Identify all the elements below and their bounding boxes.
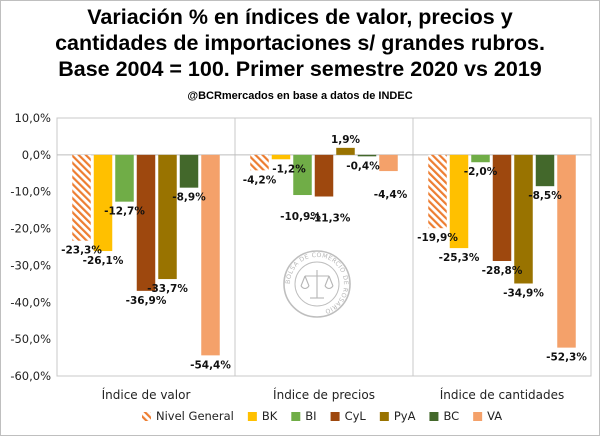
data-label: -10,9%	[280, 211, 321, 223]
data-label: -12,7%	[104, 206, 145, 218]
data-label: -36,9%	[126, 295, 167, 307]
plot-area-border	[56, 117, 592, 377]
legend-swatch	[291, 412, 301, 421]
data-label: -26,1%	[83, 255, 124, 267]
data-label: -52,3%	[546, 352, 587, 364]
chart-title-line-1: Variación % en índices de valor, precios…	[87, 5, 513, 29]
y-tick-label: 10,0%	[14, 111, 51, 125]
chart-subtitle: @BCRmercados en base a datos de INDEC	[187, 90, 413, 102]
chart-title-line-3: Base 2004 = 100. Primer semestre 2020 vs…	[58, 57, 542, 81]
data-label: -19,9%	[417, 232, 458, 244]
y-tick-label: -10,0%	[10, 185, 51, 199]
bar-pya	[514, 154, 533, 284]
legend-label: BC	[443, 409, 459, 423]
data-label: -1,2%	[272, 163, 306, 175]
legend-swatch	[429, 412, 439, 421]
data-label: -2,0%	[464, 166, 498, 178]
data-label: -23,3%	[61, 245, 102, 257]
data-label: 1,9%	[331, 134, 361, 146]
bar-va	[201, 154, 220, 356]
data-label: -0,4%	[346, 160, 380, 172]
bar-bk	[93, 154, 113, 252]
bcr-seal-watermark: BOLSA DE COMERCIO DE ROSARIO	[283, 250, 351, 318]
data-label: -25,3%	[439, 252, 480, 264]
bar-bc	[179, 154, 199, 188]
category-label: Índice de precios	[273, 387, 375, 402]
y-tick-label: -60,0%	[10, 369, 51, 383]
chart-title-line-2: cantidades de importaciones s/ grandes r…	[55, 31, 545, 55]
bar-bk	[271, 154, 291, 160]
legend-swatch	[379, 412, 389, 421]
y-tick-label: -50,0%	[10, 332, 51, 346]
legend-label: Nivel General	[156, 409, 234, 423]
y-tick-label: 0,0%	[22, 148, 51, 162]
bar-bi	[115, 154, 134, 202]
legend-swatch	[330, 412, 340, 421]
chart-title: Variación % en índices de valor, precios…	[0, 4, 600, 82]
bar-va	[557, 154, 576, 348]
data-label: -11,3%	[310, 213, 351, 225]
bar-nivel-general	[428, 154, 447, 229]
bar-bk	[449, 154, 469, 249]
legend-label: BI	[305, 409, 316, 423]
bar-bc	[535, 154, 555, 187]
bar-nivel-general	[250, 154, 269, 171]
y-tick-label: -20,0%	[10, 222, 51, 236]
category-label: Índice de valor	[102, 387, 191, 402]
legend-label: BK	[262, 409, 278, 423]
bar-bi	[471, 154, 490, 163]
y-tick-label: -40,0%	[10, 295, 51, 309]
data-label: -4,2%	[243, 174, 277, 186]
bar-pya	[158, 154, 177, 280]
category-label: Índice de cantidades	[440, 387, 565, 402]
legend-swatch	[247, 412, 257, 421]
legend-swatch	[142, 412, 151, 421]
bar-nivel-general	[72, 154, 91, 241]
data-label: -8,9%	[172, 192, 206, 204]
legend-label: PyA	[394, 409, 416, 423]
bar-cyl	[314, 154, 334, 197]
legend-label: CyL	[345, 409, 367, 423]
data-label: -28,8%	[482, 265, 523, 277]
data-label: -8,5%	[528, 190, 562, 202]
bar-cyl	[492, 154, 512, 262]
bar-pya	[336, 147, 355, 155]
legend-label: VA	[487, 409, 502, 423]
data-label: -54,4%	[190, 359, 231, 371]
scales-icon	[300, 270, 334, 299]
bar-bc	[357, 154, 377, 157]
data-label: -4,4%	[374, 189, 408, 201]
bar-cyl	[136, 154, 156, 291]
bar-va	[379, 154, 398, 172]
data-label: -33,7%	[147, 283, 188, 295]
data-label: -34,9%	[503, 287, 544, 299]
legend-swatch	[473, 412, 483, 421]
y-tick-label: -30,0%	[10, 258, 51, 272]
bar-bi	[293, 154, 312, 196]
